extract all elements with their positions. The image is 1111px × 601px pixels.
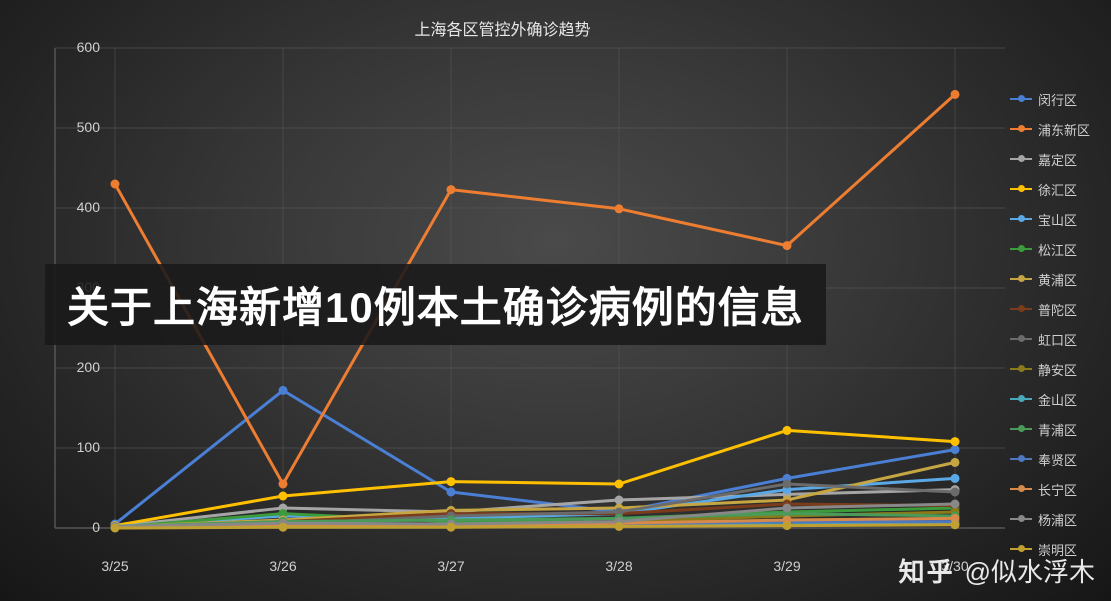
legend-label: 普陀区	[1038, 300, 1077, 319]
legend-swatch	[1010, 98, 1032, 101]
legend-item: 宝山区	[1010, 204, 1105, 234]
legend-label: 宝山区	[1038, 210, 1077, 229]
legend: 闵行区浦东新区嘉定区徐汇区宝山区松江区黄浦区普陀区虹口区静安区金山区青浦区奉贤区…	[1010, 84, 1105, 564]
x-tick-label: 3/28	[589, 558, 649, 574]
y-tick-label: 500	[60, 119, 100, 135]
legend-label: 青浦区	[1038, 420, 1077, 439]
legend-swatch	[1010, 458, 1032, 461]
chart-title: 上海各区管控外确诊趋势	[0, 16, 1005, 40]
legend-swatch	[1010, 128, 1032, 131]
legend-item: 奉贤区	[1010, 444, 1105, 474]
y-tick-label: 100	[60, 439, 100, 455]
x-tick-label: 3/25	[85, 558, 145, 574]
watermark-author: @似水浮木	[965, 552, 1095, 589]
x-tick-label: 3/26	[253, 558, 313, 574]
legend-swatch	[1010, 248, 1032, 251]
legend-swatch	[1010, 368, 1032, 371]
legend-item: 浦东新区	[1010, 114, 1105, 144]
legend-label: 虹口区	[1038, 330, 1077, 349]
legend-item: 松江区	[1010, 234, 1105, 264]
legend-swatch	[1010, 158, 1032, 161]
legend-swatch	[1010, 428, 1032, 431]
legend-swatch	[1010, 278, 1032, 281]
x-tick-label: 3/27	[421, 558, 481, 574]
y-tick-label: 400	[60, 199, 100, 215]
legend-label: 金山区	[1038, 390, 1077, 409]
legend-swatch	[1010, 218, 1032, 221]
legend-item: 杨浦区	[1010, 504, 1105, 534]
legend-label: 松江区	[1038, 240, 1077, 259]
legend-swatch	[1010, 518, 1032, 521]
overlay-headline: 关于上海新增10例本土确诊病例的信息	[45, 264, 826, 345]
legend-label: 奉贤区	[1038, 450, 1077, 469]
legend-label: 徐汇区	[1038, 180, 1077, 199]
legend-item: 虹口区	[1010, 324, 1105, 354]
x-tick-label: 3/29	[757, 558, 817, 574]
legend-item: 嘉定区	[1010, 144, 1105, 174]
legend-swatch	[1010, 548, 1032, 551]
legend-label: 闵行区	[1038, 90, 1077, 109]
legend-label: 嘉定区	[1038, 150, 1077, 169]
y-tick-label: 600	[60, 39, 100, 55]
zhihu-brand: 知乎	[899, 552, 955, 589]
watermark: 知乎 @似水浮木	[899, 552, 1095, 589]
legend-item: 闵行区	[1010, 84, 1105, 114]
legend-label: 浦东新区	[1038, 120, 1090, 139]
legend-label: 静安区	[1038, 360, 1077, 379]
y-tick-label: 200	[60, 359, 100, 375]
legend-swatch	[1010, 188, 1032, 191]
y-tick-label: 0	[60, 519, 100, 535]
legend-item: 普陀区	[1010, 294, 1105, 324]
legend-item: 徐汇区	[1010, 174, 1105, 204]
chart-container: 上海各区管控外确诊趋势 0100200300400500600 3/253/26…	[0, 0, 1111, 601]
legend-swatch	[1010, 398, 1032, 401]
legend-item: 黄浦区	[1010, 264, 1105, 294]
legend-item: 青浦区	[1010, 414, 1105, 444]
legend-label: 长宁区	[1038, 480, 1077, 499]
legend-label: 黄浦区	[1038, 270, 1077, 289]
legend-item: 长宁区	[1010, 474, 1105, 504]
legend-item: 金山区	[1010, 384, 1105, 414]
legend-item: 静安区	[1010, 354, 1105, 384]
legend-swatch	[1010, 488, 1032, 491]
legend-label: 杨浦区	[1038, 510, 1077, 529]
legend-swatch	[1010, 338, 1032, 341]
legend-swatch	[1010, 308, 1032, 311]
